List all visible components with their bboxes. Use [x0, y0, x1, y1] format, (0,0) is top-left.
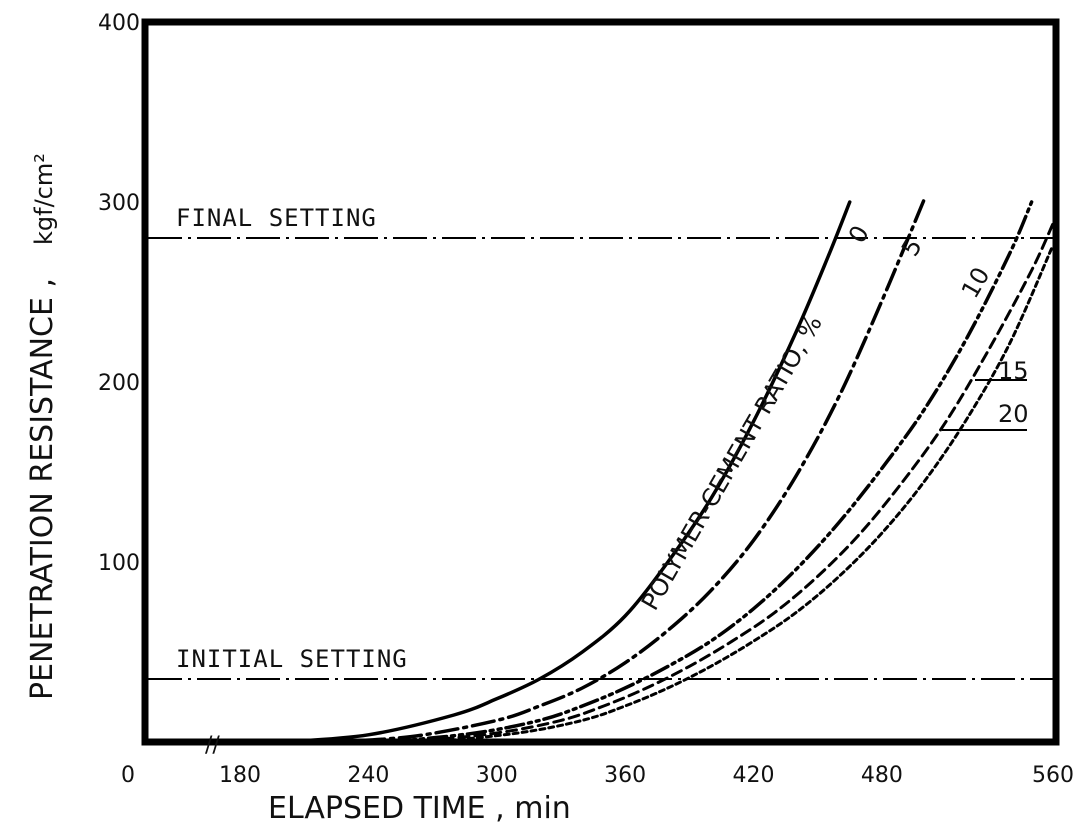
y-axis-title: PENETRATION RESISTANCE , — [25, 278, 60, 700]
reference-line-label: INITIAL SETTING — [176, 645, 408, 673]
x-tick-labels: 0 180 240 300 360 420 480 560 — [121, 763, 1074, 788]
series-label-15: 15 — [998, 357, 1029, 385]
x-tick-label: 480 — [861, 763, 903, 788]
x-tick-label: 180 — [219, 763, 261, 788]
series-line-20 — [431, 243, 1055, 744]
y-tick-label: 200 — [98, 371, 140, 396]
series-line-5 — [323, 196, 927, 744]
series-label-0: 0 — [843, 221, 875, 248]
y-tick-label: 300 — [98, 191, 140, 216]
x-tick-label: 360 — [604, 763, 646, 788]
y-tick-label: 400 — [98, 11, 140, 36]
y-axis-unit: kgf/cm² — [30, 153, 58, 245]
series-line-10 — [388, 200, 1034, 744]
series-line-0 — [281, 200, 852, 744]
x-tick-label: 560 — [1032, 763, 1074, 788]
series-curves — [281, 196, 1055, 744]
series-label-20: 20 — [998, 400, 1029, 428]
x-axis-break: // — [205, 733, 220, 758]
x-axis-title: ELAPSED TIME , min — [268, 791, 571, 826]
x-tick-label: 300 — [476, 763, 518, 788]
x-tick-label: 0 — [121, 763, 135, 788]
y-tick-label: 100 — [98, 551, 140, 576]
reference-line-label: FINAL SETTING — [176, 204, 377, 232]
reference-lines: FINAL SETTING INITIAL SETTING — [148, 204, 1053, 680]
x-tick-label: 240 — [347, 763, 389, 788]
y-tick-labels: 100 200 300 400 — [98, 11, 140, 576]
x-tick-label: 420 — [732, 763, 774, 788]
plot-frame — [141, 18, 1060, 746]
